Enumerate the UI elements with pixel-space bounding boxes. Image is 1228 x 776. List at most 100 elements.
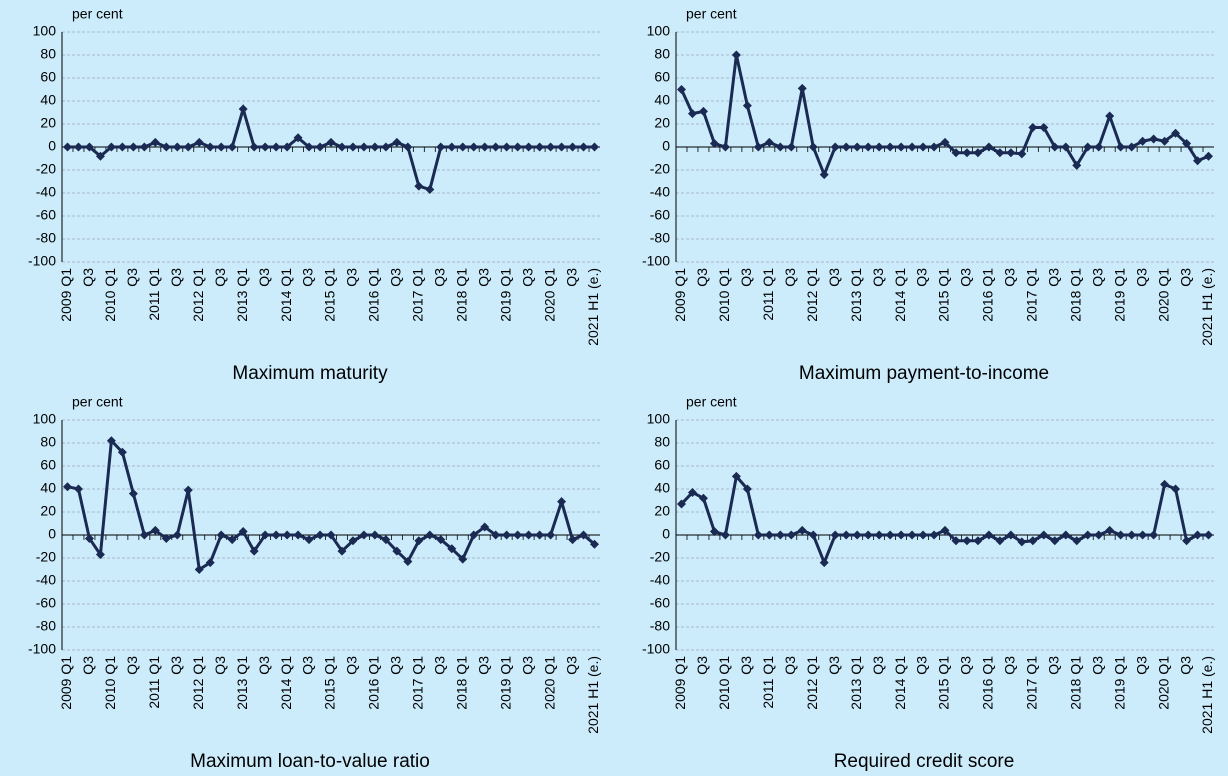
data-marker	[227, 142, 237, 152]
data-marker	[929, 530, 939, 540]
x-tick-label: Q3	[431, 268, 447, 287]
x-tick-label: Q3	[738, 268, 754, 287]
y-tick-label: 40	[654, 480, 670, 496]
data-marker	[117, 447, 127, 457]
data-marker	[271, 142, 281, 152]
data-marker	[984, 142, 994, 152]
data-marker	[896, 530, 906, 540]
data-marker	[106, 436, 116, 446]
x-tick-label: 2012 Q1	[190, 268, 206, 322]
x-tick-label: Q3	[870, 656, 886, 675]
x-tick-label: Q3	[475, 268, 491, 287]
x-tick-label: Q3	[475, 656, 491, 675]
x-tick-label: 2010 Q1	[716, 656, 732, 710]
data-marker	[1138, 136, 1148, 146]
data-marker	[720, 142, 730, 152]
x-tick-label: Q3	[124, 656, 140, 675]
data-marker	[227, 535, 237, 545]
data-marker	[436, 535, 446, 545]
x-tick-label: 2009 Q1	[58, 656, 74, 710]
x-tick-label: 2016 Q1	[366, 268, 382, 322]
data-marker	[841, 530, 851, 540]
x-tick-label: Q3	[914, 268, 930, 287]
x-tick-label: Q3	[300, 656, 316, 675]
data-marker	[907, 530, 917, 540]
data-marker	[106, 142, 116, 152]
x-tick-label: 2015 Q1	[936, 656, 952, 710]
y-tick-label: -20	[36, 549, 56, 565]
x-tick-label: 2010 Q1	[102, 656, 118, 710]
y-tick-label: 80	[40, 46, 56, 62]
x-tick-label: 2009 Q1	[672, 656, 688, 710]
data-marker	[337, 142, 347, 152]
data-marker	[194, 137, 204, 147]
data-marker	[557, 497, 567, 507]
data-marker	[502, 530, 512, 540]
data-marker	[392, 137, 402, 147]
x-tick-label: 2019 Q1	[497, 268, 513, 322]
data-marker	[1149, 134, 1159, 144]
x-tick-label: 2010 Q1	[716, 268, 732, 322]
data-marker	[502, 142, 512, 152]
y-tick-label: 100	[647, 411, 671, 427]
x-tick-label: 2020 Q1	[541, 656, 557, 710]
data-marker	[403, 142, 413, 152]
y-tick-label: -20	[36, 161, 56, 177]
x-tick-label: 2019 Q1	[1111, 268, 1127, 322]
data-marker	[1039, 530, 1049, 540]
data-marker	[1017, 149, 1027, 159]
chart-title: Maximum loan-to-value ratio	[190, 751, 430, 772]
data-marker	[568, 142, 578, 152]
data-marker	[929, 142, 939, 152]
data-marker	[1105, 525, 1115, 535]
data-marker	[786, 530, 796, 540]
x-tick-label: 2014 Q1	[278, 268, 294, 322]
data-marker	[753, 530, 763, 540]
y-tick-label: 40	[40, 92, 56, 108]
data-marker	[469, 530, 479, 540]
data-marker	[557, 142, 567, 152]
y-tick-label: 0	[662, 138, 670, 154]
data-marker	[973, 536, 983, 546]
data-marker	[764, 530, 774, 540]
x-tick-label: 2016 Q1	[366, 656, 382, 710]
x-tick-label: Q3	[1045, 268, 1061, 287]
x-tick-label: 2011 Q1	[760, 268, 776, 321]
x-tick-label: Q3	[80, 656, 96, 675]
data-marker	[830, 142, 840, 152]
y-tick-label: -80	[36, 230, 56, 246]
x-tick-label: Q3	[256, 268, 272, 287]
data-marker	[797, 83, 807, 93]
x-tick-label: 2014 Q1	[892, 268, 908, 322]
data-marker	[775, 530, 785, 540]
y-tick-label: 100	[647, 23, 671, 39]
data-marker	[731, 471, 741, 481]
data-marker	[238, 527, 248, 537]
data-marker	[370, 142, 380, 152]
data-marker	[1017, 537, 1027, 547]
data-marker	[216, 142, 226, 152]
data-marker	[962, 148, 972, 158]
x-tick-label: 2019 Q1	[497, 656, 513, 710]
x-tick-label: 2015 Q1	[322, 268, 338, 322]
data-marker	[1028, 536, 1038, 546]
x-tick-label: Q3	[168, 268, 184, 287]
data-marker	[1204, 151, 1214, 161]
data-marker	[381, 535, 391, 545]
y-tick-label: 20	[40, 503, 56, 519]
data-marker	[282, 530, 292, 540]
data-marker	[62, 482, 72, 492]
data-marker	[568, 535, 578, 545]
data-marker	[139, 142, 149, 152]
y-tick-label: 0	[662, 526, 670, 542]
y-axis-label: per cent	[72, 6, 123, 22]
data-marker	[480, 522, 490, 532]
chart-title: Maximum payment-to-income	[799, 363, 1049, 384]
data-marker	[161, 533, 171, 543]
y-tick-label: -20	[650, 161, 670, 177]
x-tick-label: Q3	[914, 656, 930, 675]
data-marker	[1050, 142, 1060, 152]
data-marker	[1083, 142, 1093, 152]
